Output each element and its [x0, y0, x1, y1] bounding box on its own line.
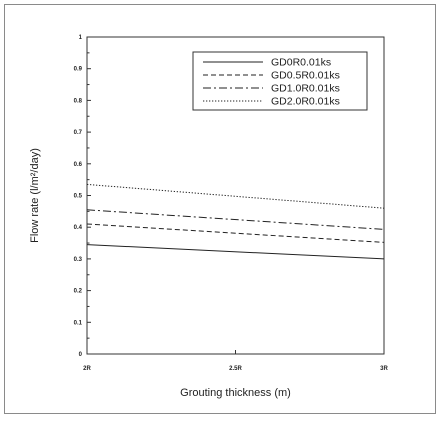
- y-tick-label: 0.5: [74, 194, 83, 200]
- legend-label: GD1.0R0.01ks: [271, 83, 340, 95]
- y-tick-label: 0.3: [74, 257, 83, 263]
- y-tick-label: 0.4: [74, 225, 83, 231]
- figure-frame: [4, 4, 436, 414]
- legend: GD0R0.01ksGD0.5R0.01ksGD1.0R0.01ksGD2.0R…: [192, 51, 368, 111]
- y-tick-label: 0.7: [74, 130, 83, 136]
- x-tick-label: 2R: [83, 366, 91, 372]
- series-line: [86, 209, 385, 230]
- x-axis: 2R 2.5R 3R: [83, 350, 389, 372]
- legend-label: GD0R0.01ks: [271, 57, 331, 69]
- y-tick-label: 0.9: [74, 67, 83, 73]
- y-axis-label: Flow rate (l/m²/day): [29, 148, 41, 243]
- x-tick-label: 3R: [380, 366, 388, 372]
- y-tick-label: 0.2: [74, 289, 83, 295]
- series-line: [86, 183, 385, 209]
- legend-label: GD2.0R0.01ks: [271, 96, 340, 108]
- legend-label: GD0.5R0.01ks: [271, 70, 340, 82]
- y-tick-label: 0.8: [74, 98, 83, 104]
- series-lines: [86, 183, 385, 260]
- series-line: [86, 223, 385, 243]
- y-tick-label: 0.1: [74, 320, 83, 326]
- y-tick-label: 0.6: [74, 162, 83, 168]
- series-line: [86, 244, 385, 260]
- x-tick-label: 2.5R: [229, 366, 242, 372]
- y-axis: 0 0.1 0.2 0.3 0.4 0.5 0.6 0.7 0.8 0.9 1: [74, 35, 91, 358]
- y-tick-label: 0: [79, 352, 83, 358]
- x-axis-label: Grouting thickness (m): [180, 387, 291, 399]
- y-tick-label: 1: [79, 35, 83, 41]
